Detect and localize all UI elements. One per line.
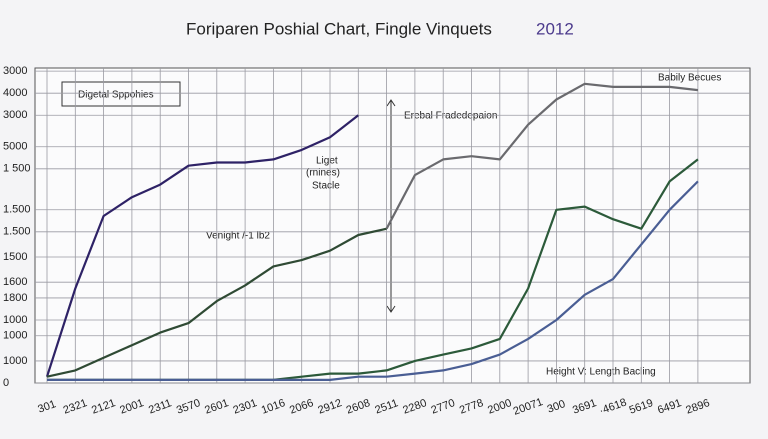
annotation: (rnines) <box>306 168 340 179</box>
title-year: 2012 <box>536 19 574 38</box>
annotation: Height V: Length Bacling <box>546 367 656 378</box>
y-tick-label: 1 500 <box>3 163 31 175</box>
annotation: Erebal Fradedepaion <box>404 111 497 122</box>
series-line <box>46 227 387 378</box>
y-tick-label: 0 <box>3 377 9 389</box>
annotation: Stacle <box>312 181 340 192</box>
y-tick-label: 1800 <box>3 292 27 304</box>
chart-title: Foriparen Poshial Chart, Fingle Vinquets <box>186 19 492 38</box>
x-tick-label: 301 <box>36 398 57 416</box>
y-tick-label: 3000 <box>3 109 27 121</box>
annotation: Venight /-1 lb2 <box>206 231 270 242</box>
y-tick-label: 1600 <box>3 276 27 288</box>
y-tick-label: 1000 <box>3 314 27 326</box>
y-tick-label: 1000 <box>3 355 27 367</box>
y-tick-label: 1500 <box>3 251 27 263</box>
x-tick-label: 300 <box>546 398 567 416</box>
y-tick-label: 1000 <box>3 330 27 342</box>
y-tick-label: 3000 <box>3 65 27 77</box>
legend-label: Digetal Sppohies <box>78 90 154 101</box>
annotation: Liget <box>316 156 338 167</box>
arrow-heads <box>386 99 396 313</box>
series-line <box>47 180 699 381</box>
series-line <box>45 114 359 378</box>
y-tick-label: 4000 <box>3 87 27 99</box>
y-tick-label: 1.500 <box>3 204 31 216</box>
series-line <box>385 82 699 230</box>
y-tick-label: 5000 <box>3 141 27 153</box>
y-tick-label: 1.500 <box>3 226 31 238</box>
annotation: Babily Becues <box>658 73 721 84</box>
